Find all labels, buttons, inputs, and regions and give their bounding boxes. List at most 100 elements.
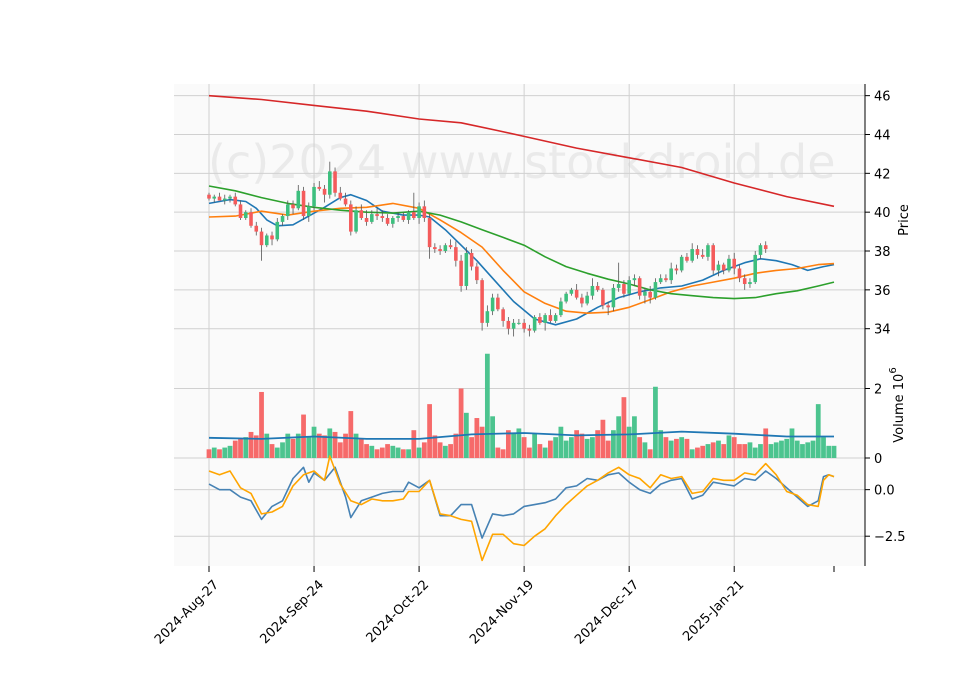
volume-bar <box>695 447 700 458</box>
volume-bar <box>752 447 758 458</box>
candle-body <box>307 206 311 217</box>
volume-bar <box>264 433 270 458</box>
candle-body <box>254 225 259 232</box>
candle-body <box>317 186 322 189</box>
candle-body <box>506 320 511 329</box>
volume-bar <box>616 416 622 458</box>
candle-body <box>291 204 295 209</box>
volume-bar <box>731 437 737 458</box>
price-tick-label: 42 <box>874 167 891 182</box>
volume-bar <box>474 418 480 458</box>
volume-bar <box>421 442 427 458</box>
volume-bar <box>316 433 322 458</box>
volume-moving-average-line <box>208 430 834 440</box>
volume-bar <box>621 397 627 458</box>
volume-bar <box>716 440 721 458</box>
volume-bar <box>558 426 564 458</box>
x-tick-label: 2024-Sep-24 <box>257 577 327 647</box>
candle-body <box>385 218 390 224</box>
volume-bar <box>553 437 559 458</box>
candle-body <box>391 218 395 224</box>
volume-bar <box>653 386 658 458</box>
volume-bar <box>569 437 574 458</box>
volume-bar <box>248 431 254 458</box>
candle-body <box>674 268 679 271</box>
candle-body <box>322 188 327 195</box>
candle-body <box>690 249 694 261</box>
volume-bar <box>815 404 821 458</box>
candle-body <box>207 194 211 199</box>
x-tick-label: 2024-Dec-17 <box>572 577 642 647</box>
candle-body <box>543 315 547 323</box>
volume-bar <box>647 449 653 458</box>
volume-bar <box>684 438 690 458</box>
price-axis-label: Price <box>897 204 912 236</box>
volume-bar <box>548 440 553 458</box>
candle-body <box>328 171 332 195</box>
volume-bar <box>479 426 485 458</box>
candle-body <box>490 297 495 312</box>
volume-bar <box>390 445 396 458</box>
volume-bar <box>726 435 732 458</box>
candle-body <box>517 322 521 324</box>
indicator-line-1 <box>208 455 835 562</box>
candle-body <box>727 258 731 271</box>
x-tick-label-group: 2024-Nov-19 <box>467 577 537 647</box>
volume-bar <box>374 449 380 458</box>
volume-bar <box>217 449 222 458</box>
candle-body <box>637 278 642 296</box>
candle-body <box>217 196 222 201</box>
candle-body <box>275 221 280 240</box>
volume-bar <box>295 433 301 458</box>
candle-body <box>601 289 605 306</box>
volume-bar <box>668 440 674 458</box>
volume-bar <box>532 433 538 458</box>
volume-bar <box>259 391 264 458</box>
candle-body <box>622 284 626 294</box>
x-tick-label: 2025-Jan-21 <box>680 577 747 644</box>
volume-bar <box>469 437 474 458</box>
candle-body <box>548 315 553 321</box>
candle-body <box>532 317 537 331</box>
candle-body <box>669 268 673 281</box>
price-tick-label: 46 <box>874 90 891 105</box>
volume-bar <box>379 447 385 458</box>
candle-body <box>522 322 526 329</box>
volume-tick-label: 2 <box>874 382 882 397</box>
volume-bar <box>337 442 343 458</box>
x-tick-label-group: 2024-Aug-27 <box>152 577 222 647</box>
candle-body <box>212 196 217 199</box>
volume-bar <box>500 449 506 458</box>
candle-body <box>695 249 700 255</box>
volume-bar <box>495 447 501 458</box>
candle-body <box>238 204 243 218</box>
candle-body <box>496 297 500 310</box>
indicator-tick-label: −2.5 <box>874 530 906 545</box>
candle-body <box>611 287 616 308</box>
candle-body <box>485 311 490 323</box>
moving-average-line-3 <box>208 185 835 300</box>
candle-body <box>748 282 752 285</box>
volume-bar <box>632 416 637 458</box>
x-tick-label: 2024-Aug-27 <box>152 577 222 647</box>
svg-text:Volume 106: Volume 106 <box>888 367 907 442</box>
volume-bar <box>805 442 811 458</box>
candle-body <box>616 284 621 288</box>
candle-body <box>643 291 647 296</box>
volume-bar <box>343 433 348 458</box>
candle-body <box>721 264 726 271</box>
candle-body <box>433 247 437 250</box>
candle-body <box>312 186 316 207</box>
candle-body <box>438 249 442 252</box>
volume-bar <box>584 438 590 458</box>
volume-bar <box>590 437 595 458</box>
volume-bar <box>353 433 359 458</box>
candle-body <box>364 218 369 222</box>
volume-bar <box>689 449 695 458</box>
candle-body <box>742 278 747 285</box>
candle-body <box>564 293 568 302</box>
volume-bar <box>768 444 774 458</box>
candle-body <box>758 245 763 255</box>
volume-bar <box>821 437 826 458</box>
candle-body <box>590 285 595 296</box>
